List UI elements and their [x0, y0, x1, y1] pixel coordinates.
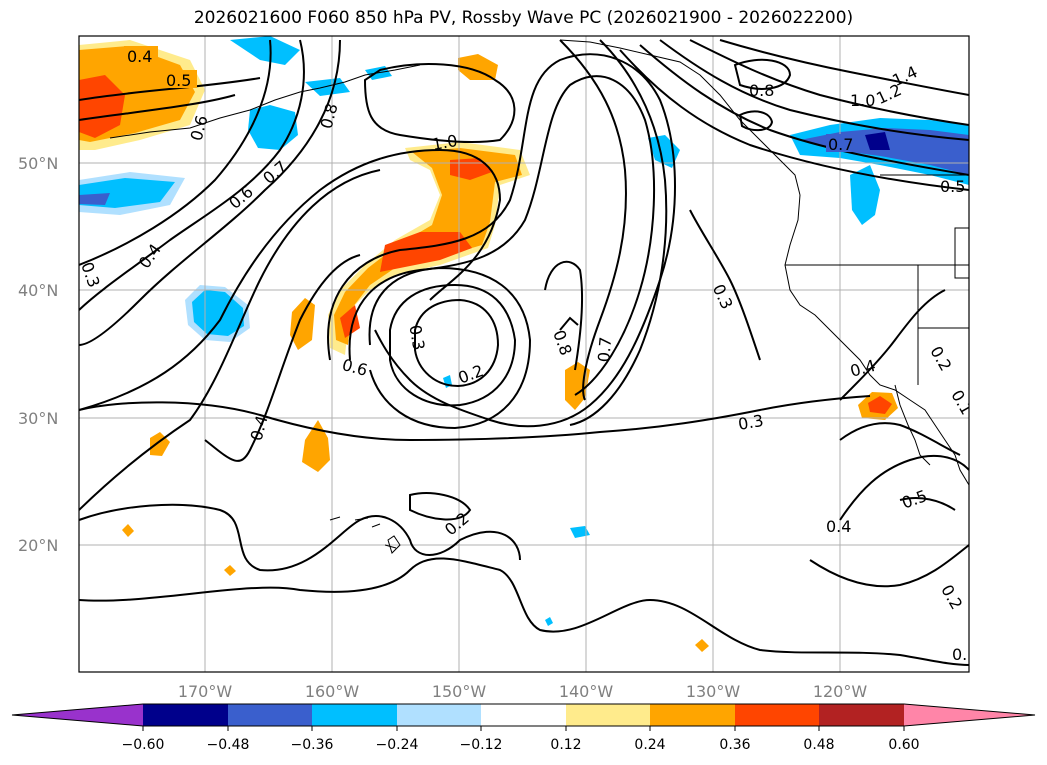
colorbar-tick-label: 0.60 [888, 737, 919, 753]
colorbar-segment [819, 704, 904, 726]
colorbar-segment [481, 704, 566, 726]
colorbar-segment [566, 704, 650, 726]
lon-label: 150°W [432, 682, 487, 701]
colorbar-segment [397, 704, 481, 726]
colorbar-tick-label: −0.24 [376, 737, 419, 753]
colorbar-segment [650, 704, 735, 726]
lat-label: 30°N [18, 409, 58, 428]
contour-label: 0.3 [405, 323, 428, 351]
lon-label: 170°W [178, 682, 233, 701]
colorbar-tick-label: −0.36 [291, 737, 334, 753]
colorbar-tick-label: −0.60 [122, 737, 165, 753]
lon-label: 130°W [686, 682, 741, 701]
contour-label: 0.1 [952, 645, 977, 664]
colorbar-tick-label: 0.48 [803, 737, 834, 753]
colorbar-tick-label: 0.36 [719, 737, 750, 753]
colorbar-tick-label: −0.12 [460, 737, 503, 753]
contour-label: 0.8 [749, 81, 774, 100]
contour-label: 0.7 [828, 135, 853, 154]
colorbar-tick-label: −0.48 [207, 737, 250, 753]
latitude-labels: 50°N 40°N 30°N 20°N [18, 154, 58, 555]
colorbar-tick-label: 0.24 [634, 737, 665, 753]
colorbar-segment [228, 704, 312, 726]
contour-label: 0.5 [166, 71, 191, 90]
map-title: 2026021600 F060 850 hPa PV, Rossby Wave … [193, 8, 854, 28]
map-content: 0.4 0.5 0.6 0.8 0.3 0.4 0.6 0.7 1.0 0.3 … [79, 36, 977, 672]
lon-label: 140°W [559, 682, 614, 701]
contour-label: 1.0 [431, 131, 459, 154]
colorbar-tick-label: 0.12 [550, 737, 581, 753]
colorbar: −0.60 −0.48 −0.36 −0.24 −0.12 0.12 0.24 … [11, 703, 1036, 753]
contour-label: 0.7 [594, 336, 615, 363]
colorbar-segment [735, 704, 819, 726]
pv-contours [79, 39, 969, 666]
lat-label: 50°N [18, 154, 58, 173]
contour-label: 0.4 [127, 47, 152, 66]
contour-label: 0.4 [826, 517, 851, 536]
colorbar-segment [312, 704, 397, 726]
lon-label: 160°W [305, 682, 360, 701]
contour-label: 1.0 [850, 91, 875, 110]
contour-label: 0.5 [940, 177, 965, 196]
lat-label: 40°N [18, 281, 58, 300]
colorbar-left-arrow [12, 704, 143, 726]
colorbar-right-arrow [904, 704, 1035, 726]
lat-label: 20°N [18, 536, 58, 555]
contour-labels: 0.4 0.5 0.6 0.8 0.3 0.4 0.6 0.7 1.0 0.3 … [79, 46, 977, 664]
longitude-labels: 170°W 160°W 150°W 140°W 130°W 120°W [178, 682, 868, 701]
contour-label: 0.3 [737, 411, 765, 434]
colorbar-segment [143, 704, 228, 726]
gridlines [79, 36, 969, 672]
lon-label: 120°W [813, 682, 868, 701]
map-frame [78, 35, 970, 673]
